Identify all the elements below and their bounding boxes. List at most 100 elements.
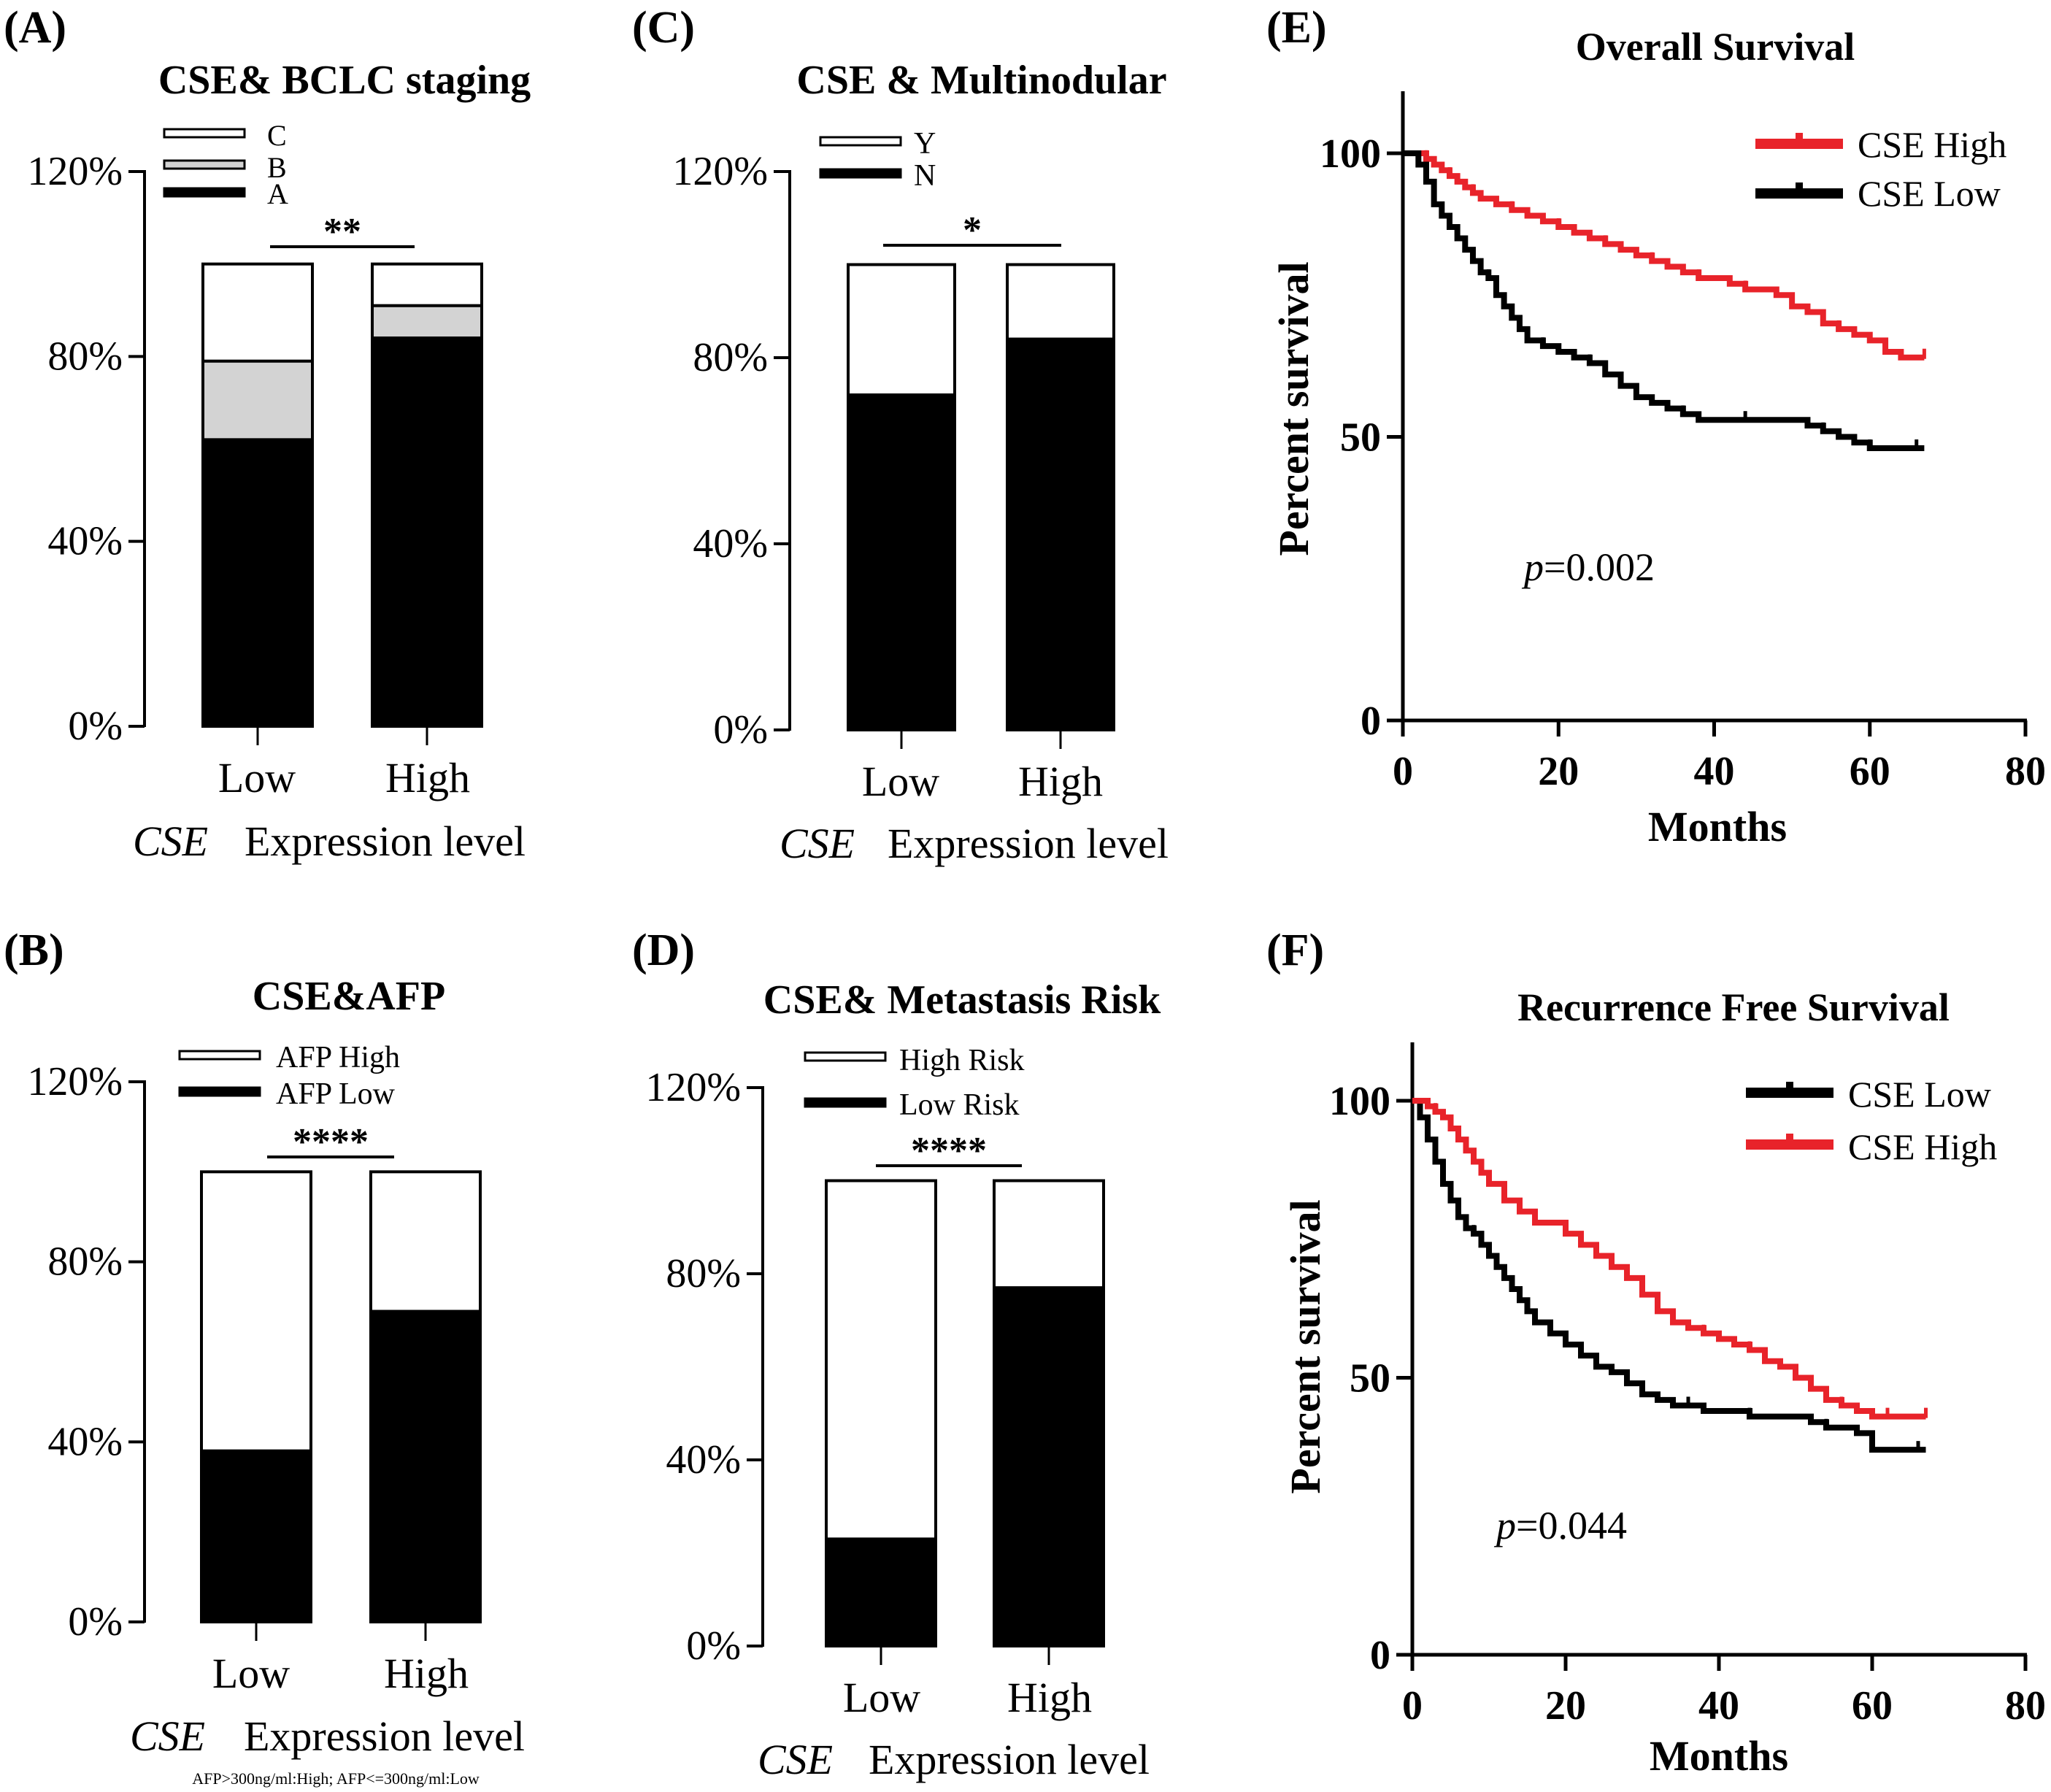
panel-b: (B) CSE&AFP AFP High AFP Low 0% 40% 80% 120… xyxy=(4,926,525,1788)
panel-d-tag: (D) xyxy=(632,926,695,975)
legend-swatch-a xyxy=(163,187,246,198)
y-tick-label: 80% xyxy=(47,334,123,379)
bar-segment-low-risk xyxy=(825,1537,937,1647)
x-tick-label: 20 xyxy=(1538,749,1579,794)
panel-c-xcat-low: Low xyxy=(862,758,939,805)
panel-c-xlabel-italic: CSE xyxy=(780,820,855,867)
y-tick-label: 0 xyxy=(1370,1633,1390,1678)
y-tick-label: 80% xyxy=(666,1251,741,1296)
bar-segment-afp-high xyxy=(369,1170,482,1313)
y-tick-label: 40% xyxy=(693,521,768,566)
panel-d-xlabel: Expression level xyxy=(869,1736,1150,1783)
km-curve-cse-low xyxy=(1403,150,1925,452)
panel-e-tag: (E) xyxy=(1266,3,1327,53)
legend-label-high: CSE High xyxy=(1858,124,2006,165)
legend-swatch-afp-low xyxy=(178,1086,261,1097)
bar-segment-low-risk xyxy=(993,1286,1105,1647)
significance-stars: **** xyxy=(293,1121,369,1163)
bar-segment-afp-high xyxy=(200,1170,312,1453)
bar-segment-a xyxy=(371,337,483,728)
panel-a-legend: C B A xyxy=(163,119,288,210)
pvalue-italic-p: p xyxy=(1493,1504,1516,1547)
significance-stars: **** xyxy=(911,1130,987,1172)
x-tick-label: 40 xyxy=(1698,1683,1739,1728)
panel-c: (C) CSE & Multinodular Y N 0% 40% 80% 120% *… xyxy=(632,3,1169,867)
panel-a-title: CSE& BCLC staging xyxy=(158,58,531,103)
panel-f-title: Recurrence Free Survival xyxy=(1517,985,1950,1029)
y-tick-label: 50 xyxy=(1340,415,1381,461)
bar-segment-c xyxy=(201,262,314,363)
y-tick-label: 80% xyxy=(47,1239,123,1285)
panel-c-xcat-high: High xyxy=(1018,758,1103,805)
panel-e: (E) Overall Survival 0 50 100 0 20 40 60 80 CSE… xyxy=(1266,3,2046,850)
panel-c-chart: 0% 40% 80% 120% * xyxy=(672,149,1115,753)
legend-swatch-afp-high xyxy=(178,1050,261,1061)
y-tick-label: 120% xyxy=(672,149,768,194)
panel-c-title: CSE & Multinodular xyxy=(796,58,1166,103)
bar-segment-a xyxy=(201,438,314,728)
legend-label-a: A xyxy=(267,177,288,210)
y-tick-label: 40% xyxy=(47,1419,123,1464)
panel-d-chart: 0% 40% 80% 120% **** xyxy=(645,1065,1105,1669)
panel-b-xlabel: Expression level xyxy=(244,1712,525,1760)
x-tick-label: 80 xyxy=(2005,749,2046,794)
x-tick-label: 80 xyxy=(2005,1683,2046,1728)
bar-segment-high-risk xyxy=(825,1179,937,1541)
y-tick-label: 0% xyxy=(68,1599,123,1645)
pvalue-number: =0.044 xyxy=(1516,1504,1627,1547)
x-tick-label: 0 xyxy=(1402,1683,1423,1728)
y-tick-label: 100 xyxy=(1329,1079,1390,1124)
panel-e-chart: 0 50 100 0 20 40 60 80 xyxy=(1320,91,2046,794)
panel-c-tag: (C) xyxy=(632,3,695,53)
y-tick-label: 0% xyxy=(686,1623,741,1669)
panel-f-ylabel: Percent survival xyxy=(1282,1199,1329,1493)
bar-segment-c xyxy=(371,262,483,307)
bar-segment-b xyxy=(201,359,314,442)
legend-label-n: N xyxy=(914,159,936,193)
panel-b-title: CSE&AFP xyxy=(253,974,445,1019)
x-tick-label: 60 xyxy=(1852,1683,1893,1728)
pvalue-number: =0.002 xyxy=(1544,545,1655,589)
panel-b-tag: (B) xyxy=(4,926,64,975)
panel-d-legend: High Risk Low Risk xyxy=(804,1044,1025,1122)
bar-segment-n xyxy=(847,393,956,731)
panel-e-ylabel: Percent survival xyxy=(1270,261,1317,555)
panel-f-legend: CSE Low CSE High xyxy=(1746,1074,1997,1167)
panel-a-xlabel-italic: CSE xyxy=(133,818,208,865)
panel-a: (A) CSE& BCLC staging C B A 0% 40% 80% 120%… xyxy=(4,3,531,865)
y-tick-label: 120% xyxy=(27,1059,123,1104)
panel-a-tag: (A) xyxy=(4,3,66,53)
panel-f-pvalue: p=0.044 xyxy=(1493,1504,1627,1547)
bar-segment-high-risk xyxy=(993,1179,1105,1290)
panel-c-legend: Y N xyxy=(819,127,936,193)
x-tick-label: 20 xyxy=(1545,1683,1586,1728)
panel-f: (F) Recurrence Free Survival 0 50 100 0 20 40… xyxy=(1266,926,2046,1780)
panel-d-title: CSE& Metastasis Risk xyxy=(763,977,1161,1023)
panel-b-legend: AFP High AFP Low xyxy=(178,1041,400,1111)
panel-d-xcat-high: High xyxy=(1007,1674,1092,1721)
panel-a-chart: 0% 40% 80% 120% ** xyxy=(27,149,483,749)
panel-f-xlabel: Months xyxy=(1650,1732,1788,1780)
bar-segment-afp-low xyxy=(369,1310,482,1623)
panel-f-tag: (F) xyxy=(1266,926,1324,975)
y-tick-label: 120% xyxy=(27,149,123,194)
panel-b-chart: 0% 40% 80% 120% **** xyxy=(27,1059,482,1645)
km-curve-cse-low xyxy=(1412,1098,1926,1453)
legend-label-b: B xyxy=(267,151,287,184)
legend-swatch-n xyxy=(819,168,902,179)
km-curve-cse-high xyxy=(1403,150,1925,361)
y-tick-label: 100 xyxy=(1320,131,1381,177)
x-tick-label: 0 xyxy=(1393,749,1413,794)
legend-label-low: CSE Low xyxy=(1858,173,2001,214)
legend-label-afp-high: AFP High xyxy=(276,1041,400,1074)
y-tick-label: 40% xyxy=(666,1437,741,1483)
panel-b-xcat-low: Low xyxy=(212,1650,290,1697)
legend-label-y: Y xyxy=(914,127,936,161)
legend-swatch-low-risk xyxy=(804,1097,887,1108)
panel-a-xcat-low: Low xyxy=(218,754,296,801)
panel-b-xcat-high: High xyxy=(384,1650,469,1697)
panel-e-xlabel: Months xyxy=(1648,803,1787,850)
y-tick-label: 120% xyxy=(645,1065,741,1110)
bar-segment-y xyxy=(847,263,956,396)
panel-e-title: Overall Survival xyxy=(1576,25,1855,69)
